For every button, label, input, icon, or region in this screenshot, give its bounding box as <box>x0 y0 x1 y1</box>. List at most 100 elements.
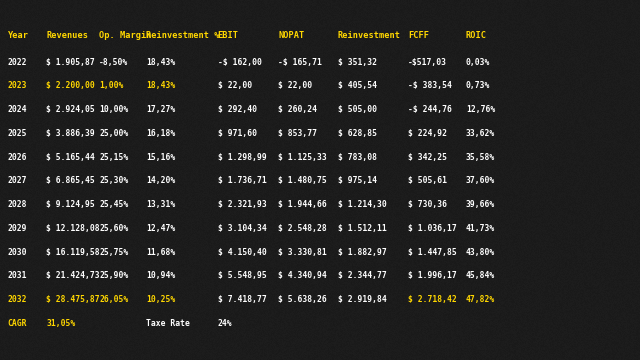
Text: Reinvestment: Reinvestment <box>338 31 401 40</box>
Text: $ 2.924,05: $ 2.924,05 <box>46 105 95 114</box>
Text: 25,15%: 25,15% <box>99 153 129 162</box>
Text: $ 971,60: $ 971,60 <box>218 129 257 138</box>
Text: $ 22,00: $ 22,00 <box>278 81 312 90</box>
Text: $ 16.119,58: $ 16.119,58 <box>46 248 100 257</box>
Text: 33,62%: 33,62% <box>466 129 495 138</box>
Text: NOPAT: NOPAT <box>278 31 305 40</box>
Text: EBIT: EBIT <box>218 31 239 40</box>
Text: 18,43%: 18,43% <box>146 58 175 67</box>
Text: 45,84%: 45,84% <box>466 271 495 280</box>
Text: $ 2.718,42: $ 2.718,42 <box>408 295 457 304</box>
Text: $ 22,00: $ 22,00 <box>218 81 252 90</box>
Text: 2025: 2025 <box>8 129 27 138</box>
Text: $ 1.214,30: $ 1.214,30 <box>338 200 387 209</box>
Text: 24%: 24% <box>218 319 232 328</box>
Text: 10,00%: 10,00% <box>99 105 129 114</box>
Text: 25,75%: 25,75% <box>99 248 129 257</box>
Text: 17,27%: 17,27% <box>146 105 175 114</box>
Text: $ 2.548,28: $ 2.548,28 <box>278 224 327 233</box>
Text: $ 1.480,75: $ 1.480,75 <box>278 176 327 185</box>
Text: $ 2.919,84: $ 2.919,84 <box>338 295 387 304</box>
Text: -$ 383,54: -$ 383,54 <box>408 81 452 90</box>
Text: Reinvestment %: Reinvestment % <box>146 31 220 40</box>
Text: $ 1.996,17: $ 1.996,17 <box>408 271 457 280</box>
Text: 47,82%: 47,82% <box>466 295 495 304</box>
Text: $ 505,00: $ 505,00 <box>338 105 377 114</box>
Text: -$517,03: -$517,03 <box>408 58 447 67</box>
Text: CAGR: CAGR <box>8 319 27 328</box>
Text: $ 1.882,97: $ 1.882,97 <box>338 248 387 257</box>
Text: $ 260,24: $ 260,24 <box>278 105 317 114</box>
Text: 0,03%: 0,03% <box>466 58 490 67</box>
Text: $ 28.475,87: $ 28.475,87 <box>46 295 100 304</box>
Text: $ 21.424,73: $ 21.424,73 <box>46 271 100 280</box>
Text: 25,60%: 25,60% <box>99 224 129 233</box>
Text: $ 1.036,17: $ 1.036,17 <box>408 224 457 233</box>
Text: $ 12.128,08: $ 12.128,08 <box>46 224 100 233</box>
Text: 25,90%: 25,90% <box>99 271 129 280</box>
Text: $ 342,25: $ 342,25 <box>408 153 447 162</box>
Text: -8,50%: -8,50% <box>99 58 129 67</box>
Text: $ 3.886,39: $ 3.886,39 <box>46 129 95 138</box>
Text: $ 292,40: $ 292,40 <box>218 105 257 114</box>
Text: $ 975,14: $ 975,14 <box>338 176 377 185</box>
Text: -$ 244,76: -$ 244,76 <box>408 105 452 114</box>
Text: $ 853,77: $ 853,77 <box>278 129 317 138</box>
Text: $ 224,92: $ 224,92 <box>408 129 447 138</box>
Text: 43,80%: 43,80% <box>466 248 495 257</box>
Text: $ 3.104,34: $ 3.104,34 <box>218 224 266 233</box>
Text: $ 628,85: $ 628,85 <box>338 129 377 138</box>
Text: $ 1.512,11: $ 1.512,11 <box>338 224 387 233</box>
Text: 35,58%: 35,58% <box>466 153 495 162</box>
Text: 2029: 2029 <box>8 224 27 233</box>
Text: 2023: 2023 <box>8 81 27 90</box>
Text: -$ 162,00: -$ 162,00 <box>218 58 262 67</box>
Text: 2028: 2028 <box>8 200 27 209</box>
Text: ROIC: ROIC <box>466 31 487 40</box>
Text: 41,73%: 41,73% <box>466 224 495 233</box>
Text: $ 783,08: $ 783,08 <box>338 153 377 162</box>
Text: 10,25%: 10,25% <box>146 295 175 304</box>
Text: 2031: 2031 <box>8 271 27 280</box>
Text: $ 5.638,26: $ 5.638,26 <box>278 295 327 304</box>
Text: 25,30%: 25,30% <box>99 176 129 185</box>
Text: 11,68%: 11,68% <box>146 248 175 257</box>
Text: 1,00%: 1,00% <box>99 81 124 90</box>
Text: 2024: 2024 <box>8 105 27 114</box>
Text: 2030: 2030 <box>8 248 27 257</box>
Text: 2027: 2027 <box>8 176 27 185</box>
Text: 26,05%: 26,05% <box>99 295 129 304</box>
Text: $ 351,32: $ 351,32 <box>338 58 377 67</box>
Text: $ 505,61: $ 505,61 <box>408 176 447 185</box>
Text: $ 4.340,94: $ 4.340,94 <box>278 271 327 280</box>
Text: 2026: 2026 <box>8 153 27 162</box>
Text: $ 1.944,66: $ 1.944,66 <box>278 200 327 209</box>
Text: 12,47%: 12,47% <box>146 224 175 233</box>
Text: 0,73%: 0,73% <box>466 81 490 90</box>
Text: $ 1.298,99: $ 1.298,99 <box>218 153 266 162</box>
Text: 39,66%: 39,66% <box>466 200 495 209</box>
Text: $ 6.865,45: $ 6.865,45 <box>46 176 95 185</box>
Text: $ 3.330,81: $ 3.330,81 <box>278 248 327 257</box>
Text: Year: Year <box>8 31 29 40</box>
Text: $ 1.905,87: $ 1.905,87 <box>46 58 95 67</box>
Text: $ 2.200,00: $ 2.200,00 <box>46 81 95 90</box>
Text: 12,76%: 12,76% <box>466 105 495 114</box>
Text: 14,20%: 14,20% <box>146 176 175 185</box>
Text: 16,18%: 16,18% <box>146 129 175 138</box>
Text: 13,31%: 13,31% <box>146 200 175 209</box>
Text: 10,94%: 10,94% <box>146 271 175 280</box>
Text: $ 1.125,33: $ 1.125,33 <box>278 153 327 162</box>
Text: $ 5.548,95: $ 5.548,95 <box>218 271 266 280</box>
Text: 15,16%: 15,16% <box>146 153 175 162</box>
Text: Op. Margin: Op. Margin <box>99 31 152 40</box>
Text: $ 7.418,77: $ 7.418,77 <box>218 295 266 304</box>
Text: $ 5.165,44: $ 5.165,44 <box>46 153 95 162</box>
Text: $ 2.321,93: $ 2.321,93 <box>218 200 266 209</box>
Text: 18,43%: 18,43% <box>146 81 175 90</box>
Text: $ 405,54: $ 405,54 <box>338 81 377 90</box>
Text: $ 1.447,85: $ 1.447,85 <box>408 248 457 257</box>
Text: -$ 165,71: -$ 165,71 <box>278 58 323 67</box>
Text: 2022: 2022 <box>8 58 27 67</box>
Text: 2032: 2032 <box>8 295 27 304</box>
